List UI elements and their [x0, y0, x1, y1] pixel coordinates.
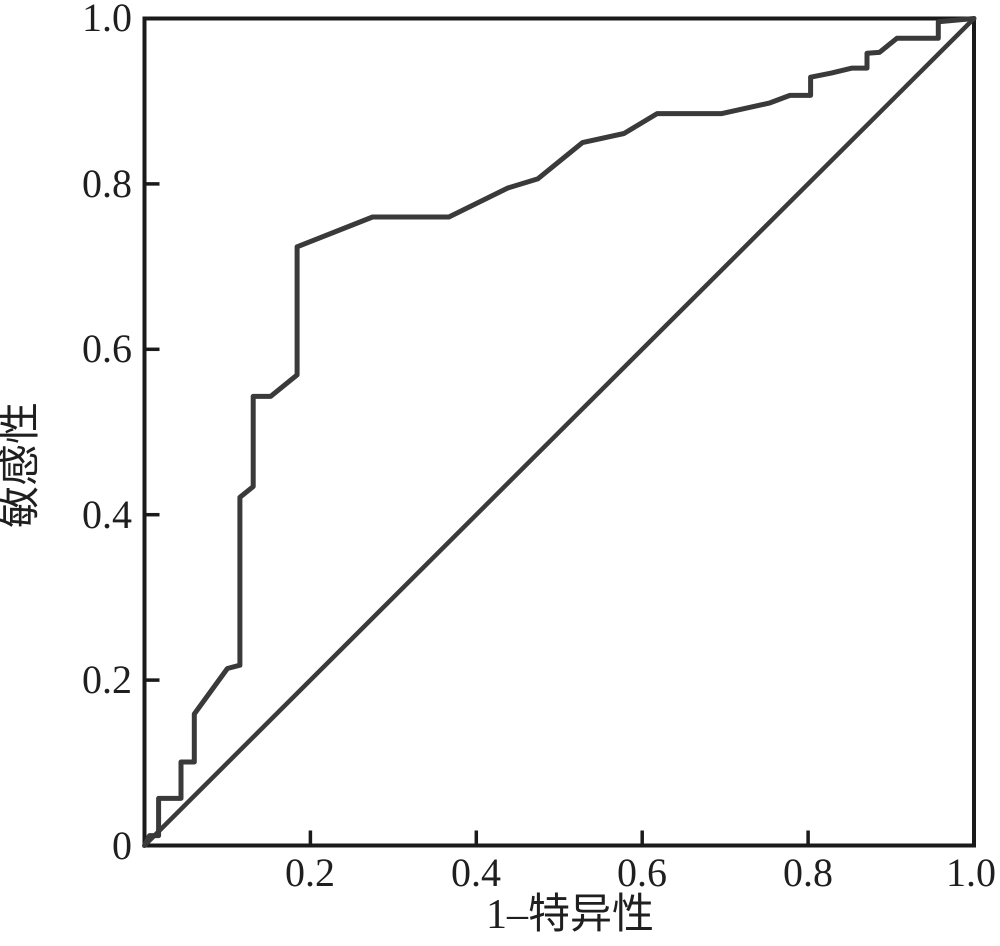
- x-tick-label: 0.2: [285, 850, 335, 895]
- x-tick-label: 0.8: [783, 850, 833, 895]
- y-tick-label: 0.8: [82, 161, 132, 206]
- y-tick-label: 1.0: [82, 0, 132, 40]
- reference-diagonal: [142, 16, 977, 848]
- x-axis-title: 1–特异性: [485, 892, 655, 938]
- plot-border: [142, 16, 976, 848]
- y-tick-label: 0: [112, 823, 132, 868]
- x-tick-label: 0.4: [451, 850, 501, 895]
- y-tick-label: 0.6: [82, 326, 132, 371]
- x-tick-label: 1.0: [946, 850, 996, 895]
- roc-curve-line: [142, 16, 977, 848]
- y-axis-title: 敏感性: [0, 401, 44, 529]
- y-tick-label: 0.2: [82, 657, 132, 702]
- y-tick-label: 0.4: [82, 492, 132, 537]
- x-tick-label: 0.6: [617, 850, 667, 895]
